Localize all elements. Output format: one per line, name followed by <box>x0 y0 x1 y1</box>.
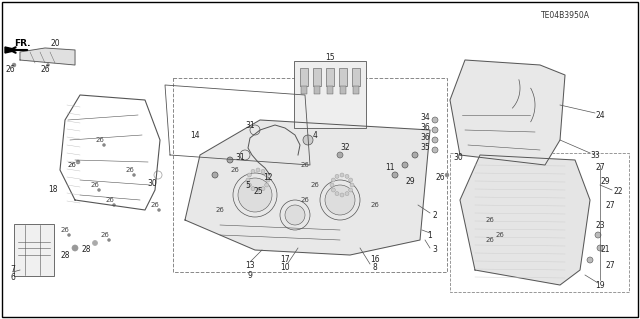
Circle shape <box>67 234 70 236</box>
Polygon shape <box>20 48 75 65</box>
Circle shape <box>72 245 78 251</box>
Circle shape <box>261 187 265 191</box>
Text: 19: 19 <box>595 280 605 290</box>
Circle shape <box>330 183 334 187</box>
Text: 23: 23 <box>595 220 605 229</box>
Circle shape <box>340 173 344 177</box>
Circle shape <box>337 152 343 158</box>
Circle shape <box>256 188 260 192</box>
Text: 4: 4 <box>312 130 317 139</box>
Text: 26: 26 <box>301 162 309 168</box>
Text: 28: 28 <box>81 246 91 255</box>
Bar <box>326 68 334 86</box>
Circle shape <box>597 245 603 251</box>
Text: 17: 17 <box>280 256 290 264</box>
FancyBboxPatch shape <box>14 224 54 276</box>
Circle shape <box>227 157 233 163</box>
Text: 5: 5 <box>246 181 250 189</box>
Bar <box>352 68 360 86</box>
Circle shape <box>247 183 252 187</box>
Text: 34: 34 <box>420 114 430 122</box>
Text: 27: 27 <box>595 164 605 173</box>
Bar <box>353 86 359 94</box>
Text: 35: 35 <box>420 144 430 152</box>
Circle shape <box>113 204 115 206</box>
Text: 27: 27 <box>605 201 615 210</box>
Circle shape <box>265 183 269 187</box>
Text: 31: 31 <box>245 121 255 130</box>
Text: 10: 10 <box>280 263 290 272</box>
Circle shape <box>345 192 349 196</box>
Text: 1: 1 <box>428 231 433 240</box>
Circle shape <box>251 187 255 191</box>
Text: 36: 36 <box>420 133 430 143</box>
Circle shape <box>238 178 272 212</box>
Text: 26: 26 <box>495 232 504 238</box>
Text: 26: 26 <box>91 182 99 188</box>
Polygon shape <box>450 60 565 165</box>
Circle shape <box>256 168 260 172</box>
Polygon shape <box>460 155 590 285</box>
Circle shape <box>307 168 310 172</box>
Text: 26: 26 <box>435 174 445 182</box>
Text: 30: 30 <box>453 153 463 162</box>
Text: 26: 26 <box>486 217 495 223</box>
Text: 30: 30 <box>147 179 157 188</box>
Bar <box>327 86 333 94</box>
Text: 8: 8 <box>372 263 378 272</box>
Text: 26: 26 <box>61 227 69 233</box>
Circle shape <box>350 183 354 187</box>
Circle shape <box>317 189 321 191</box>
Text: 32: 32 <box>340 144 350 152</box>
Text: 26: 26 <box>301 197 309 203</box>
Bar <box>300 68 308 86</box>
Text: 26: 26 <box>40 65 50 75</box>
Circle shape <box>392 172 398 178</box>
Circle shape <box>325 185 355 215</box>
Circle shape <box>12 63 16 67</box>
Circle shape <box>412 152 418 158</box>
Circle shape <box>432 137 438 143</box>
Text: 29: 29 <box>600 177 610 187</box>
Circle shape <box>332 188 335 192</box>
Circle shape <box>349 188 353 192</box>
Circle shape <box>132 174 136 176</box>
FancyBboxPatch shape <box>294 61 366 128</box>
Text: 13: 13 <box>245 261 255 270</box>
Circle shape <box>47 63 49 66</box>
Circle shape <box>237 174 241 176</box>
Circle shape <box>332 178 335 182</box>
Circle shape <box>402 162 408 168</box>
Circle shape <box>285 205 305 225</box>
Circle shape <box>335 192 339 196</box>
Circle shape <box>432 147 438 153</box>
Circle shape <box>246 178 250 182</box>
Circle shape <box>502 239 506 241</box>
Text: 25: 25 <box>253 188 263 197</box>
Text: 6: 6 <box>11 272 15 281</box>
Circle shape <box>157 209 161 211</box>
Text: 26: 26 <box>216 207 225 213</box>
Bar <box>301 86 307 94</box>
Text: 26: 26 <box>486 237 495 243</box>
Text: 16: 16 <box>370 256 380 264</box>
Circle shape <box>251 169 255 173</box>
Circle shape <box>587 257 593 263</box>
Text: 7: 7 <box>11 265 15 275</box>
Circle shape <box>303 135 313 145</box>
Text: 26: 26 <box>371 202 380 208</box>
Circle shape <box>340 193 344 197</box>
Circle shape <box>261 169 265 173</box>
Circle shape <box>247 173 252 177</box>
Circle shape <box>97 189 100 191</box>
Text: 3: 3 <box>433 246 437 255</box>
Text: 31: 31 <box>235 153 245 162</box>
Circle shape <box>432 127 438 133</box>
Circle shape <box>108 239 111 241</box>
Text: 21: 21 <box>600 246 610 255</box>
Polygon shape <box>5 47 18 53</box>
Text: 14: 14 <box>190 130 200 139</box>
Circle shape <box>595 232 601 238</box>
Text: 28: 28 <box>60 250 70 259</box>
